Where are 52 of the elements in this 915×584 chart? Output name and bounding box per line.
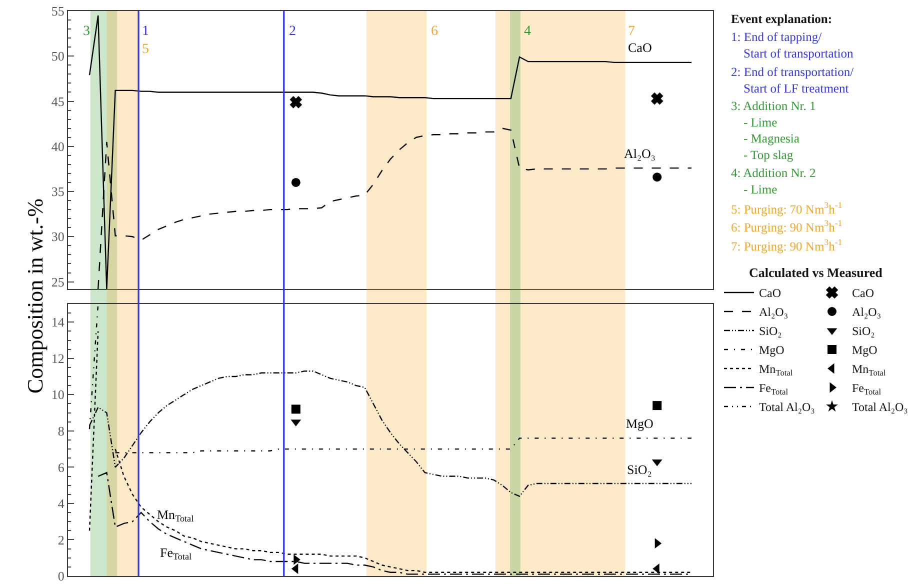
legend-label: Al₂O₃ bbox=[759, 305, 788, 320]
legend-label: Mn$_{Total}$ bbox=[759, 362, 794, 378]
text: 7: Purging: 90 Nm$^{3}$h$^{-1}$ bbox=[731, 237, 842, 254]
text: 6: Purging: 90 Nm$^{3}$h$^{-1}$ bbox=[731, 218, 842, 234]
annotation: 3 bbox=[83, 24, 90, 39]
legend-label: Total Al₂O₃ bbox=[852, 400, 908, 414]
y-tick-label: 8 bbox=[58, 423, 64, 438]
legend-label: Al₂O₃ bbox=[852, 305, 882, 320]
y-tick-label: 30 bbox=[51, 229, 64, 244]
legend-label: CaO bbox=[759, 286, 782, 300]
annotation: 1 bbox=[142, 24, 149, 39]
y-tick-label: 45 bbox=[51, 94, 64, 109]
legend-label: Fe$_{Total}$ bbox=[852, 381, 882, 397]
y-tick-label: 10 bbox=[51, 387, 64, 402]
text: CaO bbox=[628, 40, 652, 55]
y-tick-label: 35 bbox=[51, 184, 64, 200]
annotation: 5 bbox=[142, 42, 149, 57]
y-tick-label: 0 bbox=[58, 568, 64, 584]
text: 2: End of transportation/ Start of LF treatment bbox=[731, 65, 854, 96]
y-axis-title: Composition in wt.-% bbox=[22, 198, 48, 394]
y-tick-label: 4 bbox=[58, 496, 65, 512]
text: Al₂O₃ bbox=[624, 146, 656, 161]
annotation: 7 bbox=[628, 24, 635, 39]
legend-label: SiO₂ bbox=[759, 324, 782, 338]
legend-label: Fe$_{Total}$ bbox=[759, 381, 789, 397]
text: 3: Addition Nr. 1 - Lime - Magnesia - Top slag bbox=[731, 99, 816, 162]
legend-title: Calculated vs Measured bbox=[749, 265, 884, 280]
legend-label: MgO bbox=[852, 343, 878, 358]
y-tick-label: 6 bbox=[58, 460, 65, 475]
text: SiO₂ bbox=[627, 462, 652, 477]
legend-label: Total Al₂O₃ bbox=[759, 400, 815, 414]
y-tick-label: 55 bbox=[51, 4, 64, 19]
legend-label: Mn$_{Total}$ bbox=[852, 362, 886, 378]
y-tick-label: 2 bbox=[58, 532, 64, 548]
text: 5: Purging: 70 Nm$^{3}$h$^{-1}$ bbox=[731, 200, 842, 216]
text: Mn$_{Total}$ bbox=[157, 507, 194, 524]
text: Fe$_{Total}$ bbox=[160, 545, 192, 562]
annotation: 6 bbox=[431, 24, 438, 39]
annotation: 2 bbox=[289, 24, 296, 39]
y-tick-label: 12 bbox=[51, 350, 64, 366]
legend-label: SiO₂ bbox=[852, 324, 875, 338]
text: MgO bbox=[626, 416, 654, 431]
legend-label: CaO bbox=[852, 286, 874, 300]
y-tick-label: 40 bbox=[51, 138, 64, 154]
y-tick-label: 25 bbox=[51, 274, 64, 290]
y-tick-label: 14 bbox=[51, 314, 65, 330]
y-tick-label: 50 bbox=[51, 48, 64, 64]
legend-label: MgO bbox=[759, 343, 785, 358]
text: 1: End of tapping/ Start of transportation bbox=[731, 30, 854, 60]
text: Event explanation: bbox=[731, 12, 832, 26]
annotation: 4 bbox=[524, 24, 531, 39]
text: 4: Addition Nr. 2 - Lime bbox=[731, 166, 816, 196]
